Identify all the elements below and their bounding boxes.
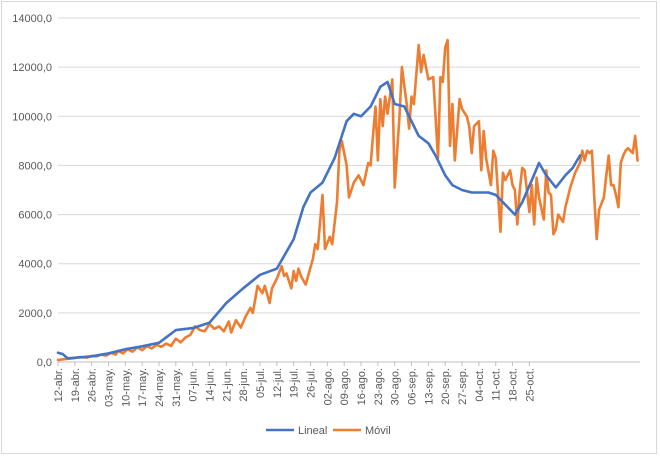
- x-tick-label: 23-ago.: [373, 368, 385, 405]
- series-line-lineal: [56, 80, 582, 360]
- x-tick-label: 31-may.: [171, 368, 183, 407]
- y-tick-label: 4000,0: [18, 259, 52, 271]
- legend-label: Móvil: [365, 425, 391, 437]
- x-axis: 12-abr. 19-abr. 26-abr. 03-may. 10-may. 17-ma…: [53, 361, 640, 407]
- gridlines: [58, 17, 640, 314]
- x-tick-label: 05-jul.: [255, 368, 267, 398]
- x-tick-label: 12-jul.: [272, 368, 284, 398]
- x-tick-label: 02-ago.: [322, 368, 334, 405]
- x-tick-label: 14-jun.: [205, 368, 217, 402]
- x-tick-label: 13-sep.: [423, 368, 435, 405]
- y-tick-label: 14000,0: [12, 13, 52, 25]
- series-line-mvil: [56, 38, 639, 362]
- legend-label: Lineal: [298, 425, 327, 437]
- x-tick-label: 19-jul.: [289, 368, 301, 398]
- x-tick-label: 17-may.: [137, 368, 149, 407]
- y-axis: 0,0 2000,0 4000,0 6000,0 8000,0 10000,0 12000,…: [12, 13, 52, 369]
- x-tick-label: 20-sep.: [440, 368, 452, 405]
- x-tick-label: 19-abr.: [70, 368, 82, 402]
- y-tick-label: 0,0: [37, 357, 52, 369]
- x-tick-label: 24-may.: [154, 368, 166, 407]
- x-tick-label: 27-sep.: [457, 368, 469, 405]
- x-tick-label: 21-jun.: [221, 368, 233, 402]
- x-tick-label: 09-ago.: [339, 368, 351, 405]
- x-tick-label: 28-jun.: [238, 368, 250, 402]
- y-tick-label: 10000,0: [12, 111, 52, 123]
- y-tick-label: 6000,0: [18, 210, 52, 222]
- y-tick-label: 8000,0: [18, 160, 52, 172]
- x-tick-label: 26-jul.: [306, 368, 318, 398]
- x-tick-label: 12-abr.: [53, 368, 65, 402]
- x-tick-label: 03-may.: [104, 368, 116, 407]
- x-tick-label: 16-ago.: [356, 368, 368, 405]
- x-tick-label: 26-abr.: [87, 368, 99, 402]
- x-tick-label: 11-oct.: [491, 368, 503, 401]
- x-tick-label: 18-oct.: [508, 368, 520, 402]
- y-tick-label: 12000,0: [12, 62, 52, 74]
- x-tick-label: 30-ago.: [390, 368, 402, 405]
- x-tick-label: 07-jun.: [188, 368, 200, 402]
- x-tick-label: 10-may.: [120, 368, 132, 407]
- legend: Lineal Móvil: [266, 425, 391, 437]
- x-tick-label: 04-oct.: [474, 368, 486, 402]
- x-tick-label: 06-sep.: [407, 368, 419, 405]
- y-tick-label: 2000,0: [18, 308, 52, 320]
- x-tick-label: 25-oct.: [524, 368, 536, 402]
- series-lines: [56, 38, 639, 362]
